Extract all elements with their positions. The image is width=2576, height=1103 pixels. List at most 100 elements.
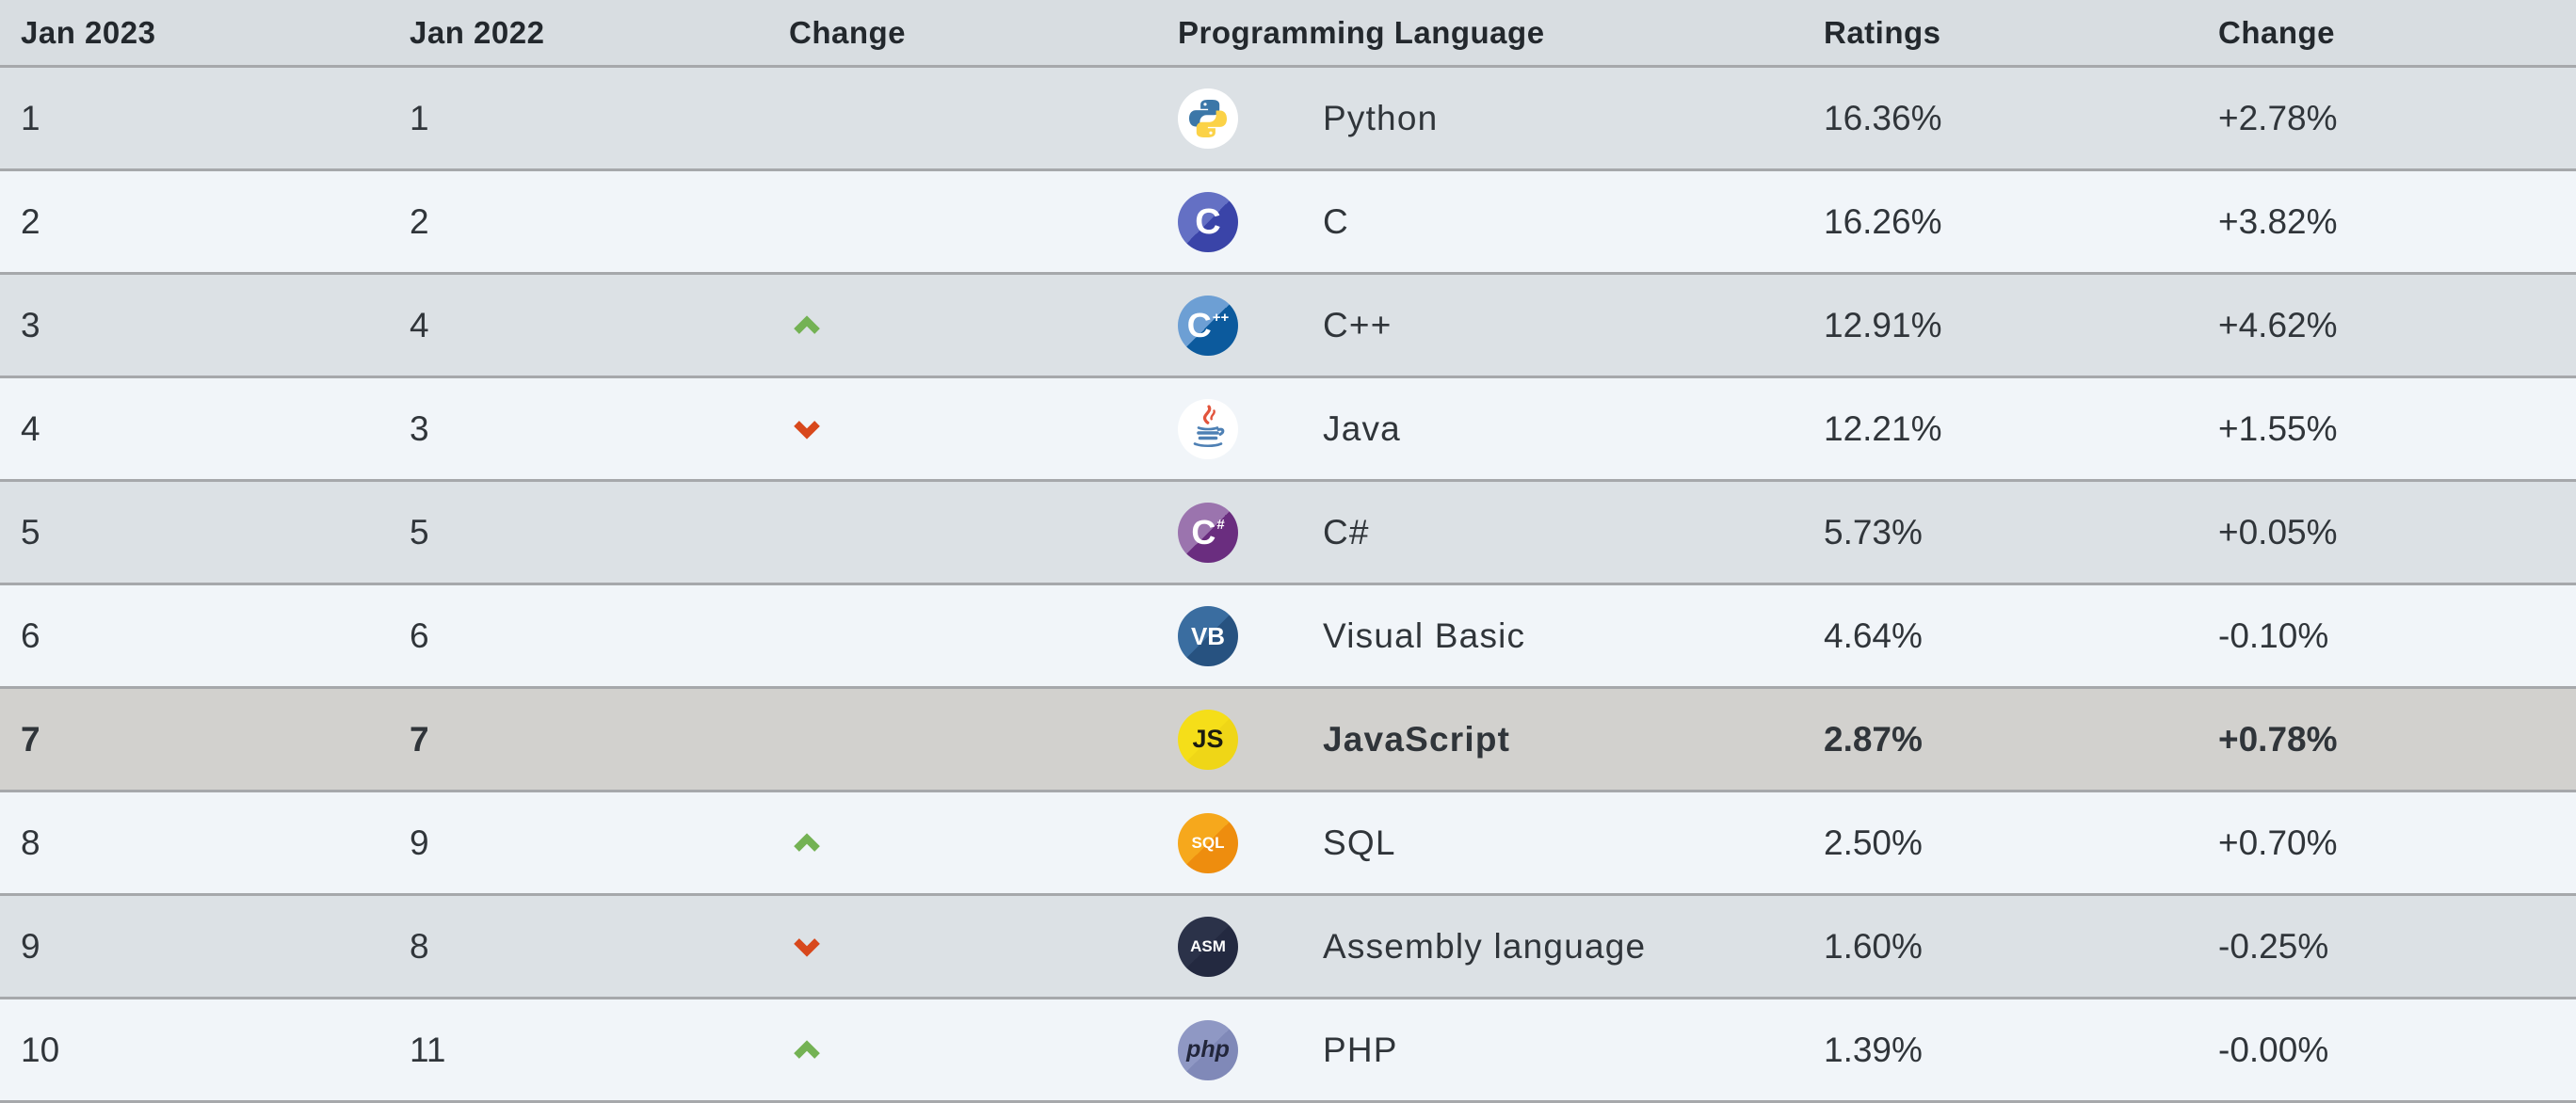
rank-previous-cell: 1 <box>410 98 429 137</box>
ratings-cell: 16.26% <box>1824 201 1942 241</box>
badge-text: SQL <box>1191 834 1225 852</box>
rank-current-cell: 1 <box>21 98 40 137</box>
change-cell: +0.70% <box>2218 823 2338 862</box>
language-name: Assembly language <box>1323 926 1647 966</box>
table-header-row: Jan 2023 Jan 2022 Change Programming Lan… <box>0 0 2576 68</box>
header-ratings: Ratings <box>1824 14 1941 50</box>
rank-current-cell: 4 <box>21 408 40 448</box>
language-cell: Java <box>1178 398 1824 459</box>
rank-previous-cell: 11 <box>410 1030 446 1069</box>
change-cell: +2.78% <box>2218 98 2338 137</box>
language-cell: C # C# <box>1178 502 1824 563</box>
language-name: Visual Basic <box>1323 615 1526 655</box>
rank-previous-cell: 8 <box>410 926 429 966</box>
badge-text: VB <box>1190 621 1226 650</box>
rank-previous-cell: 4 <box>410 305 429 344</box>
php-icon: php <box>1178 1019 1238 1080</box>
rank-current-cell: 7 <box>21 719 40 759</box>
badge-text: C <box>1195 201 1221 242</box>
change-cell: +0.05% <box>2218 512 2338 552</box>
language-cell: VB Visual Basic <box>1178 605 1824 666</box>
language-name: JavaScript <box>1323 719 1511 759</box>
language-name: PHP <box>1323 1030 1398 1069</box>
rank-current-cell: 6 <box>21 615 40 655</box>
c-icon: C <box>1178 191 1238 252</box>
rank-previous-cell: 2 <box>410 201 429 241</box>
trend-up-icon <box>794 832 820 852</box>
trend-down-icon <box>794 937 820 957</box>
table-row: 1 1 Python 16.36% +2.78% <box>0 68 2576 171</box>
change-cell: -0.00% <box>2218 1030 2329 1069</box>
language-cell: Python <box>1178 88 1824 149</box>
rank-current-cell: 5 <box>21 512 40 552</box>
ratings-cell: 5.73% <box>1824 512 1923 552</box>
language-cell: JS JavaScript <box>1178 709 1824 770</box>
header-language: Programming Language <box>1178 14 1545 50</box>
table-row: 6 6 VB Visual Basic 4.64% -0.10% <box>0 585 2576 689</box>
sql-icon: SQL <box>1178 812 1238 873</box>
trend-cell <box>789 314 1178 337</box>
language-name: C++ <box>1323 305 1393 344</box>
change-cell: -0.10% <box>2218 615 2329 655</box>
language-name: C# <box>1323 512 1370 552</box>
trend-cell <box>789 935 1178 958</box>
change-cell: +3.82% <box>2218 201 2338 241</box>
change-cell: +4.62% <box>2218 305 2338 344</box>
badge-text: C <box>1186 305 1212 344</box>
ratings-cell: 16.36% <box>1824 98 1942 137</box>
trend-up-icon <box>794 1039 820 1059</box>
table-row: 4 3 Java 12.21% +1.55% <box>0 378 2576 482</box>
cpp-icon: C ++ <box>1178 295 1238 356</box>
rank-previous-cell: 9 <box>410 823 429 862</box>
ratings-cell: 4.64% <box>1824 615 1923 655</box>
rank-current-cell: 10 <box>21 1030 60 1069</box>
rank-current-cell: 3 <box>21 305 40 344</box>
language-name: Java <box>1323 408 1401 448</box>
ratings-cell: 2.87% <box>1824 719 1923 759</box>
badge-text: ASM <box>1190 937 1226 955</box>
table-row: 10 11 php PHP 1.39% -0.00% <box>0 999 2576 1103</box>
table-row: 3 4 C ++ C++ 12.91% +4.62% <box>0 275 2576 378</box>
table-row: 9 8 ASM Assembly language 1.60% -0.25% <box>0 896 2576 999</box>
visual-basic-icon: VB <box>1178 605 1238 666</box>
header-trend: Change <box>789 14 907 50</box>
header-rank-current: Jan 2023 <box>21 14 156 50</box>
ratings-cell: 12.91% <box>1824 305 1942 344</box>
assembly-icon: ASM <box>1178 916 1238 977</box>
table-row: 7 7 JS JavaScript 2.87% +0.78% <box>0 689 2576 792</box>
python-icon <box>1178 88 1238 149</box>
change-cell: +0.78% <box>2218 719 2338 759</box>
rank-previous-cell: 5 <box>410 512 429 552</box>
badge-text: JS <box>1192 725 1224 753</box>
csharp-icon: C # <box>1178 502 1238 563</box>
table-row: 5 5 C # C# 5.73% +0.05% <box>0 482 2576 585</box>
language-cell: ASM Assembly language <box>1178 916 1824 977</box>
change-cell: -0.25% <box>2218 926 2329 966</box>
badge-subtext: ++ <box>1212 310 1230 326</box>
rank-current-cell: 8 <box>21 823 40 862</box>
trend-cell <box>789 1039 1178 1062</box>
trend-down-icon <box>794 420 820 440</box>
language-cell: php PHP <box>1178 1019 1824 1080</box>
ratings-cell: 12.21% <box>1824 408 1942 448</box>
change-cell: +1.55% <box>2218 408 2338 448</box>
trend-cell <box>789 832 1178 855</box>
java-icon <box>1178 398 1238 459</box>
language-name: Python <box>1323 98 1439 137</box>
trend-cell <box>789 418 1178 440</box>
language-name: SQL <box>1323 823 1396 862</box>
language-cell: C ++ C++ <box>1178 295 1824 356</box>
table-row: 8 9 SQL SQL 2.50% +0.70% <box>0 792 2576 896</box>
header-change: Change <box>2218 14 2336 50</box>
rank-previous-cell: 7 <box>410 719 429 759</box>
badge-text: php <box>1186 1036 1230 1063</box>
badge-text: C <box>1191 512 1216 552</box>
rank-previous-cell: 6 <box>410 615 429 655</box>
ratings-cell: 2.50% <box>1824 823 1923 862</box>
ratings-cell: 1.60% <box>1824 926 1923 966</box>
header-rank-previous: Jan 2022 <box>410 14 545 50</box>
